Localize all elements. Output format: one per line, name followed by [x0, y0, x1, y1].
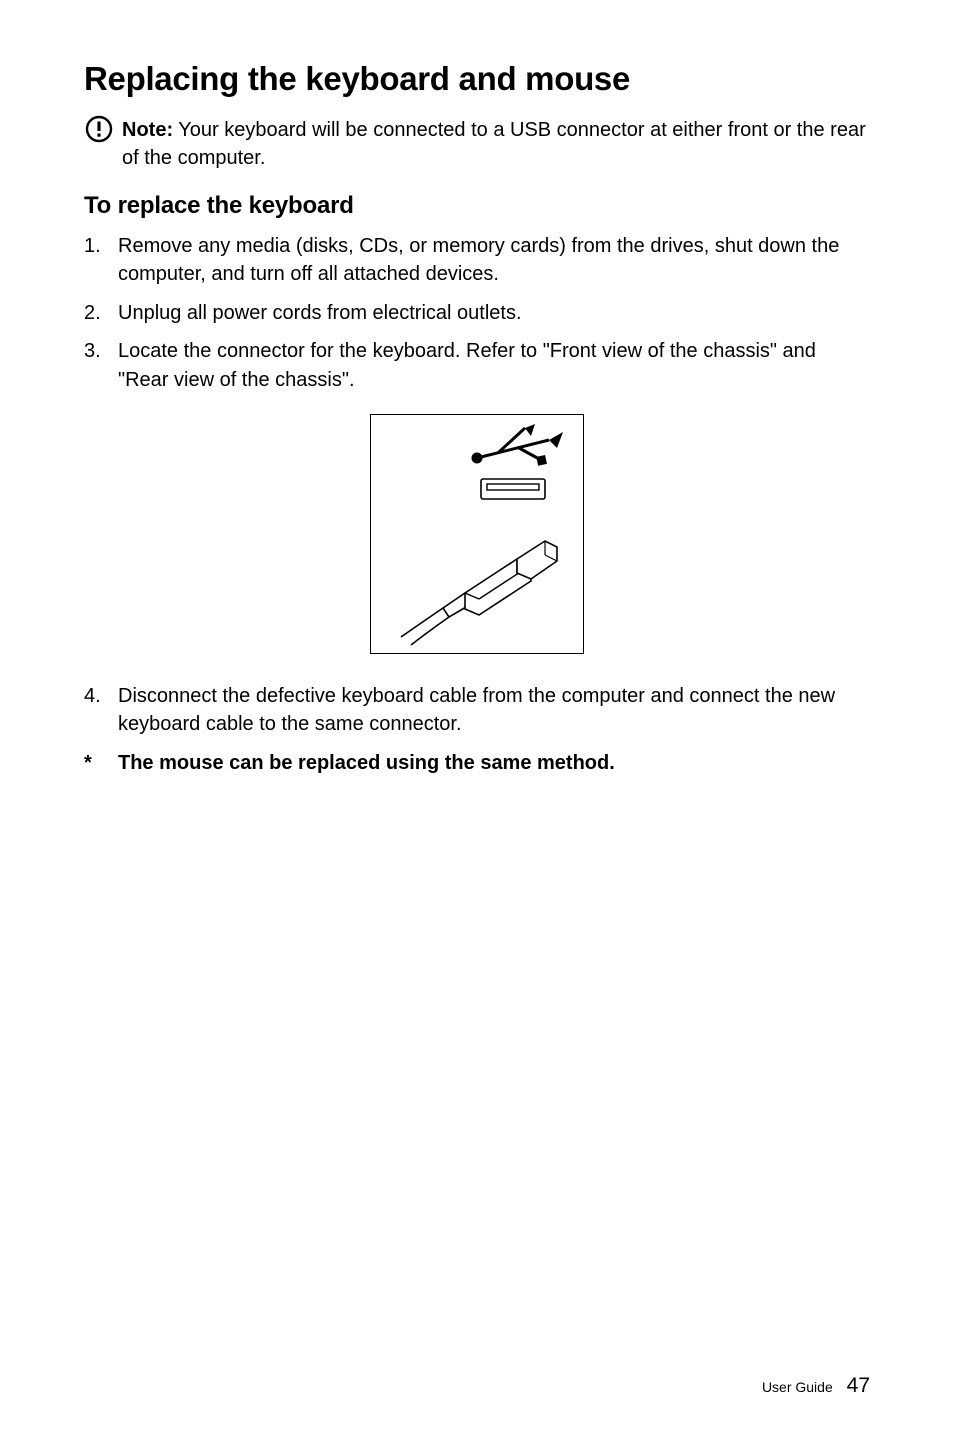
list-body: Remove any media (disks, CDs, or memory …: [118, 232, 870, 289]
list-marker: 3.: [84, 337, 118, 394]
figure-container: [84, 414, 870, 660]
list-item: 3. Locate the connector for the keyboard…: [84, 337, 870, 394]
figure-frame: [370, 414, 584, 654]
page-footer: User Guide 47: [762, 1374, 870, 1398]
page-title: Replacing the keyboard and mouse: [84, 60, 870, 98]
section-subtitle: To replace the keyboard: [84, 192, 870, 220]
list-item: 2. Unplug all power cords from electrica…: [84, 299, 870, 327]
list-marker: 2.: [84, 299, 118, 327]
steps-list-a: 1. Remove any media (disks, CDs, or memo…: [84, 232, 870, 394]
list-marker: 1.: [84, 232, 118, 289]
list-body: Unplug all power cords from electrical o…: [118, 299, 870, 327]
note-text: Note: Your keyboard will be connected to…: [120, 116, 870, 172]
list-marker: *: [84, 749, 118, 777]
footer-page-number: 47: [847, 1374, 870, 1397]
list-item: 4. Disconnect the defective keyboard cab…: [84, 682, 870, 739]
footer-label: User Guide: [762, 1379, 833, 1395]
list-body: Locate the connector for the keyboard. R…: [118, 337, 870, 394]
note-label: Note:: [122, 119, 173, 141]
note-block: Note: Your keyboard will be connected to…: [84, 116, 870, 172]
list-body: Disconnect the defective keyboard cable …: [118, 682, 870, 739]
note-body: Your keyboard will be connected to a USB…: [122, 119, 866, 169]
list-item: 1. Remove any media (disks, CDs, or memo…: [84, 232, 870, 289]
steps-list-b: 4. Disconnect the defective keyboard cab…: [84, 682, 870, 777]
usb-diagram-icon: [371, 415, 585, 655]
warning-icon: [84, 114, 114, 149]
list-body: The mouse can be replaced using the same…: [118, 749, 870, 777]
list-marker: 4.: [84, 682, 118, 739]
list-item: * The mouse can be replaced using the sa…: [84, 749, 870, 777]
